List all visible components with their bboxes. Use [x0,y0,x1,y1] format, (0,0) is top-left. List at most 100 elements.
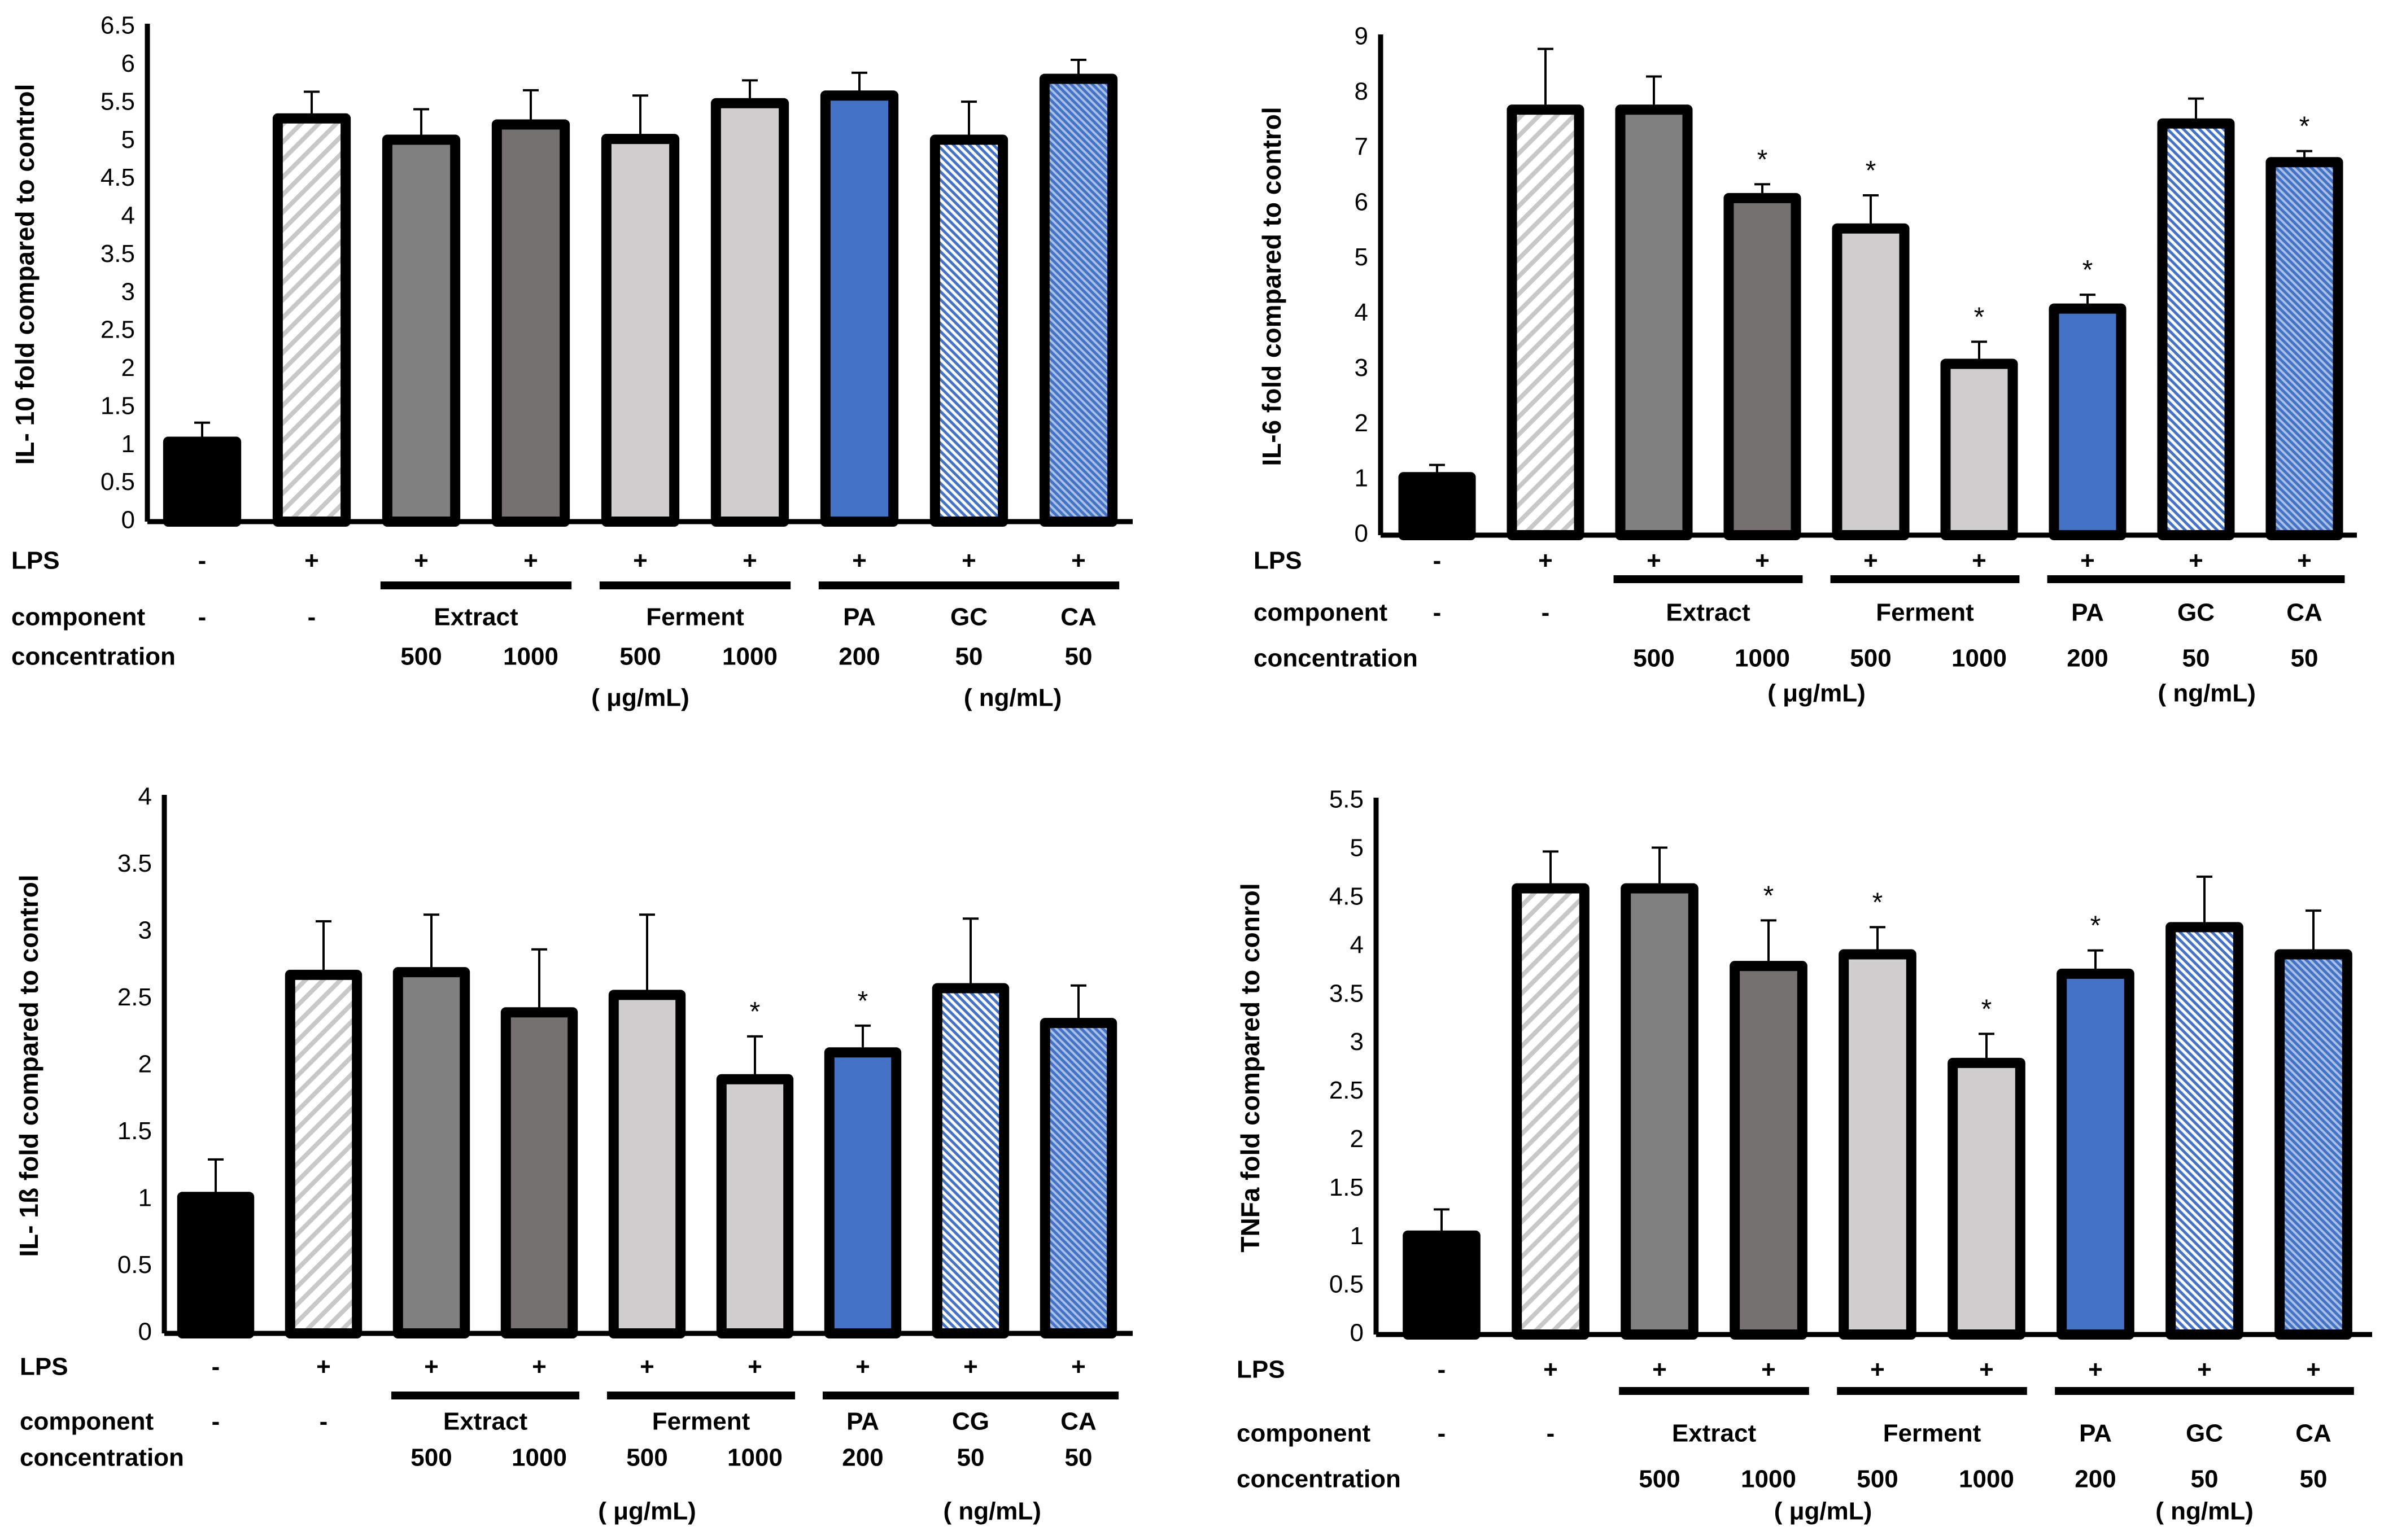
y-tick-label: 3.5 [1329,979,1364,1007]
component-label: - [320,1408,328,1436]
concentration-value: 1000 [1959,1465,2014,1493]
significance-asterisk: * [1974,302,1985,332]
bar-ca-50 [1040,1018,1117,1339]
lps-sign: + [1972,547,1986,575]
significance-asterisk: * [1981,994,1992,1024]
significance-asterisk: * [858,986,868,1016]
lps-sign: - [1433,547,1442,575]
bar-ferment-1000 [716,1074,794,1338]
concentration-value: 50 [2300,1465,2328,1493]
bar-control [1403,1230,1481,1340]
y-axis-title: IL-6 fold compared to control [1257,107,1286,466]
bar-gc-50 [929,134,1008,527]
component-label: - [1547,1420,1555,1447]
concentration-unit: ( μg/mL) [1767,680,1866,707]
component-label: - [198,603,207,631]
y-tick-label: 0.5 [1329,1271,1364,1298]
y-tick-label: 2 [1350,1125,1364,1153]
bar-ca-50 [2274,949,2352,1340]
lps-sign: + [855,1353,870,1381]
row-label-lps: LPS [20,1353,68,1381]
concentration-value: 50 [2182,645,2210,672]
lps-sign: + [1761,1356,1776,1384]
concentration-value: 50 [955,643,983,671]
lps-sign: + [1071,547,1086,575]
lps-sign: + [2080,547,2095,575]
y-tick-label: 8 [1355,78,1368,106]
concentration-value: 500 [1633,645,1674,672]
chart-panel-2: * * 0 0.5 1 1.5 2 2.5 3 3.5 4 IL- 1ß fold compared … [14,783,1133,1525]
lps-sign: + [962,547,976,575]
significance-asterisk: * [2082,255,2093,285]
row-label-component: component [1237,1420,1370,1447]
bar-ferment-500 [608,990,686,1338]
bar-extract-500 [382,134,461,527]
component-label: - [1433,599,1442,627]
concentration-value: 1000 [1951,645,2007,672]
lps-sign: + [424,1353,439,1381]
component-label: Ferment [1883,1420,1981,1447]
lps-sign: + [633,547,648,575]
y-tick-label: 1 [1355,465,1368,492]
concentration-value: 1000 [1741,1465,1796,1493]
component-label: Extract [1666,599,1750,627]
lps-sign: + [1538,547,1553,575]
concentration-value: 500 [1857,1465,1898,1493]
significance-asterisk: * [2299,112,2310,142]
lps-sign: + [2306,1356,2321,1384]
lps-sign: + [1863,547,1878,575]
concentration-unit: ( ng/mL) [964,684,1062,712]
component-label: GC [2186,1420,2223,1447]
bar-extract-1000 [500,1007,578,1338]
concentration-value: 50 [2191,1465,2219,1493]
significance-asterisk: * [2090,911,2101,941]
bar-extract-500 [1621,883,1699,1340]
bar-pa-200 [820,90,899,527]
concentration-value: 200 [2075,1465,2116,1493]
bar-lps [285,969,363,1338]
lps-sign: + [523,547,538,575]
lps-sign: + [640,1353,654,1381]
lps-sign: + [1647,547,1661,575]
bar-ferment-500 [1832,223,1910,540]
lps-sign: - [1438,1356,1446,1384]
bar-pa-200 [2056,968,2134,1340]
significance-asterisk: * [1872,887,1883,917]
y-tick-label: 3.5 [117,850,152,877]
component-label: PA [2079,1420,2112,1447]
concentration-value: 1000 [503,643,558,671]
chart-panel-1: * * * * * 0 1 2 3 4 5 6 7 8 9 IL-6 fold compared to con… [1254,23,2357,707]
row-label-concentration: concentration [20,1444,184,1472]
concentration-value: 50 [1065,643,1093,671]
bar-extract-500 [392,967,470,1338]
component-label: - [212,1408,220,1436]
y-tick-label: 4 [121,202,135,230]
concentration-value: 500 [626,1444,667,1472]
chart-panel-3: * * * * 0 0.5 1 1.5 2 2.5 3 3.5 4 4.5 5 5.5 TNFa fold co… [1235,786,2372,1525]
y-tick-label: 2 [138,1051,152,1078]
concentration-value: 1000 [1735,645,1790,672]
lps-sign: + [1652,1356,1667,1384]
concentration-unit: ( ng/mL) [943,1498,1041,1525]
component-label: CG [952,1408,989,1436]
row-label-lps: LPS [1254,547,1302,575]
concentration-unit: ( μg/mL) [1774,1498,1872,1525]
y-tick-label: 1 [121,430,135,458]
y-tick-label: 9 [1355,23,1368,50]
y-tick-label: 1.5 [101,392,135,419]
lps-sign: + [852,547,867,575]
y-tick-label: 3 [138,917,152,944]
y-tick-label: 3 [1355,354,1368,382]
concentration-value: 50 [2291,645,2318,672]
bar-extract-1000 [491,119,570,527]
lps-sign: + [1543,1356,1558,1384]
lps-sign: + [2197,1356,2212,1384]
lps-sign: + [304,547,319,575]
y-tick-label: 2.5 [101,316,135,344]
y-tick-label: 6 [121,50,135,77]
y-tick-label: 0 [1355,520,1368,548]
component-label: CA [1060,603,1097,631]
lps-sign: - [198,547,207,575]
significance-asterisk: * [750,997,761,1027]
